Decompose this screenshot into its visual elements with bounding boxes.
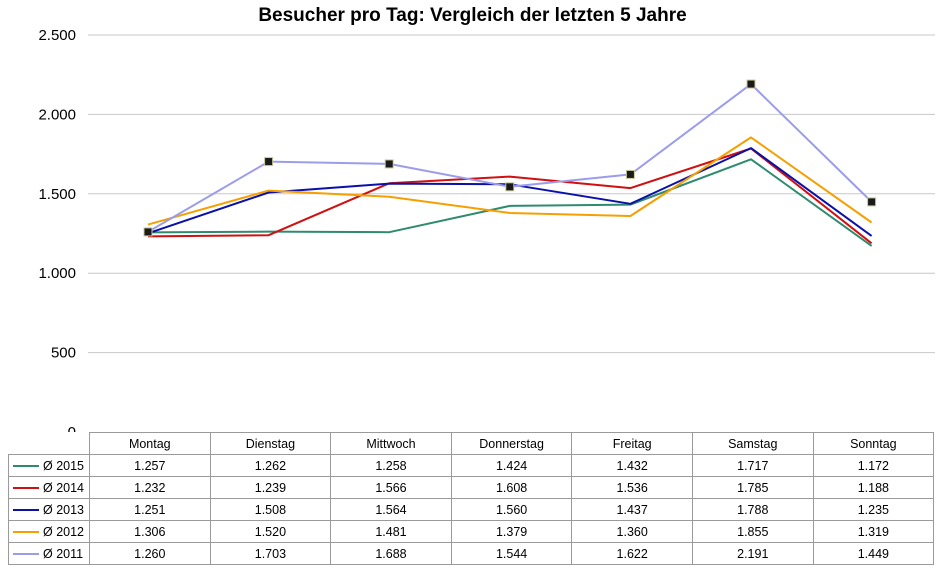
data-label: 1.703 [209, 542, 332, 565]
data-label: 2.191 [691, 542, 814, 565]
data-label: 1.688 [330, 542, 452, 565]
table-corner-cell [8, 432, 90, 455]
data-point-marker [143, 227, 153, 237]
data-label: 1.251 [89, 498, 211, 521]
data-point-marker [384, 159, 394, 169]
data-label: 1.785 [691, 476, 814, 499]
data-point-marker [625, 169, 635, 179]
legend-line-icon [13, 509, 39, 512]
data-label: 1.481 [330, 520, 452, 543]
data-label: 1.855 [691, 520, 814, 543]
legend-entry: Ø 2013 [8, 498, 90, 521]
legend-line-icon [13, 553, 39, 556]
data-label: 1.188 [812, 476, 935, 499]
data-label: 1.560 [450, 498, 573, 521]
data-label: 1.622 [571, 542, 693, 565]
data-label: 1.608 [450, 476, 573, 499]
data-label: 1.566 [330, 476, 452, 499]
data-label: 1.239 [209, 476, 332, 499]
data-table: Montag Dienstag Mittwoch Donnerstag Freitag S… [8, 432, 935, 565]
legend-line-icon [13, 465, 39, 468]
table-row: Ø 2012 1.306 1.520 1.481 1.379 1.360 1.855 1.31… [8, 520, 935, 543]
y-tick-label: 1.500 [38, 186, 76, 203]
data-label: 1.449 [812, 542, 935, 565]
data-point-marker [867, 197, 877, 207]
data-label: 1.564 [330, 498, 452, 521]
y-tick-label: 0 [68, 424, 76, 432]
data-label: 1.360 [571, 520, 693, 543]
y-tick-label: 2.000 [38, 106, 76, 123]
legend-label: Ø 2014 [43, 480, 85, 495]
legend-line-icon [13, 487, 39, 490]
x-tick-label: Dienstag [209, 432, 332, 455]
legend-entry: Ø 2011 [8, 542, 90, 565]
series-line [147, 158, 873, 247]
legend-label: Ø 2011 [43, 546, 84, 561]
data-label: 1.379 [450, 520, 573, 543]
table-row: Ø 2011 1.260 1.703 1.688 1.544 1.622 2.191 1.44… [8, 542, 935, 565]
y-tick-label: 500 [51, 345, 76, 362]
data-point-marker [505, 182, 515, 192]
data-label: 1.232 [89, 476, 211, 499]
data-label: 1.424 [450, 454, 573, 477]
x-tick-label: Mittwoch [330, 432, 452, 455]
legend-label: Ø 2012 [43, 524, 85, 539]
x-tick-label: Freitag [571, 432, 693, 455]
data-label: 1.432 [571, 454, 693, 477]
data-label: 1.717 [691, 454, 814, 477]
x-tick-label: Montag [89, 432, 211, 455]
data-label: 1.508 [209, 498, 332, 521]
data-label: 1.544 [450, 542, 573, 565]
data-point-marker [746, 79, 756, 89]
x-tick-label: Donnerstag [450, 432, 573, 455]
data-label: 1.172 [812, 454, 935, 477]
y-tick-label: 2.500 [38, 27, 76, 44]
data-point-marker [264, 157, 274, 167]
data-label: 1.262 [209, 454, 332, 477]
data-label: 1.235 [812, 498, 935, 521]
data-label: 1.788 [691, 498, 814, 521]
chart-title: Besucher pro Tag: Vergleich der letzten … [258, 5, 687, 26]
data-label: 1.306 [89, 520, 211, 543]
table-row: Ø 2013 1.251 1.508 1.564 1.560 1.437 1.788 1.23… [8, 498, 935, 521]
series-line [147, 147, 873, 237]
legend-entry: Ø 2012 [8, 520, 90, 543]
data-label: 1.437 [571, 498, 693, 521]
legend-entry: Ø 2014 [8, 476, 90, 499]
line-chart: 0 500 1.000 1.500 2.000 2.500 [38, 27, 935, 432]
legend-label: Ø 2015 [43, 458, 85, 473]
legend-line-icon [13, 531, 39, 534]
y-tick-label: 1.000 [38, 265, 76, 282]
data-label: 1.260 [89, 542, 211, 565]
x-tick-label: Samstag [691, 432, 814, 455]
x-tick-label: Sonntag [812, 432, 935, 455]
table-header-row: Montag Dienstag Mittwoch Donnerstag Freitag S… [8, 432, 935, 455]
table-row: Ø 2015 1.257 1.262 1.258 1.424 1.432 1.717 1.17… [8, 454, 935, 477]
legend-entry: Ø 2015 [8, 454, 90, 477]
data-label: 1.258 [330, 454, 452, 477]
table-row: Ø 2014 1.232 1.239 1.566 1.608 1.536 1.785 1.18… [8, 476, 935, 499]
data-label: 1.257 [89, 454, 211, 477]
data-label: 1.536 [571, 476, 693, 499]
data-label: 1.520 [209, 520, 332, 543]
data-label: 1.319 [812, 520, 935, 543]
series-line [147, 136, 873, 226]
legend-label: Ø 2013 [43, 502, 85, 517]
